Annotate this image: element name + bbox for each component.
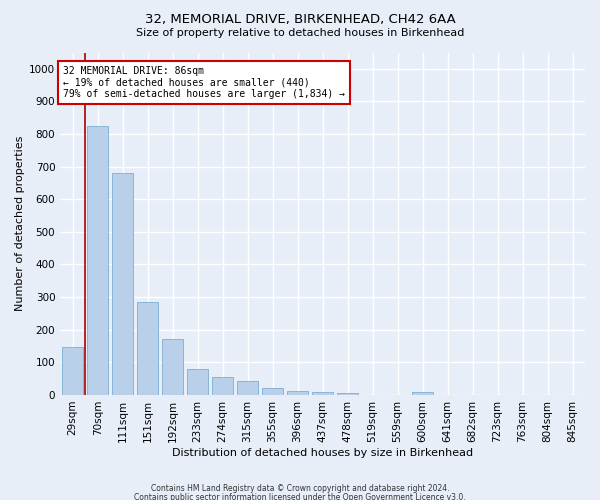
Bar <box>237 382 258 395</box>
Y-axis label: Number of detached properties: Number of detached properties <box>15 136 25 312</box>
Text: Size of property relative to detached houses in Birkenhead: Size of property relative to detached ho… <box>136 28 464 38</box>
Bar <box>262 388 283 395</box>
Bar <box>137 302 158 395</box>
Bar <box>312 392 333 395</box>
Bar <box>62 346 83 395</box>
Text: Contains public sector information licensed under the Open Government Licence v3: Contains public sector information licen… <box>134 492 466 500</box>
X-axis label: Distribution of detached houses by size in Birkenhead: Distribution of detached houses by size … <box>172 448 473 458</box>
Bar <box>187 369 208 395</box>
Bar <box>287 390 308 395</box>
Bar <box>162 339 183 395</box>
Bar <box>337 394 358 395</box>
Text: 32, MEMORIAL DRIVE, BIRKENHEAD, CH42 6AA: 32, MEMORIAL DRIVE, BIRKENHEAD, CH42 6AA <box>145 12 455 26</box>
Bar <box>212 377 233 395</box>
Bar <box>87 126 108 395</box>
Bar <box>112 173 133 395</box>
Text: 32 MEMORIAL DRIVE: 86sqm
← 19% of detached houses are smaller (440)
79% of semi-: 32 MEMORIAL DRIVE: 86sqm ← 19% of detach… <box>62 66 344 98</box>
Text: Contains HM Land Registry data © Crown copyright and database right 2024.: Contains HM Land Registry data © Crown c… <box>151 484 449 493</box>
Bar <box>412 392 433 395</box>
